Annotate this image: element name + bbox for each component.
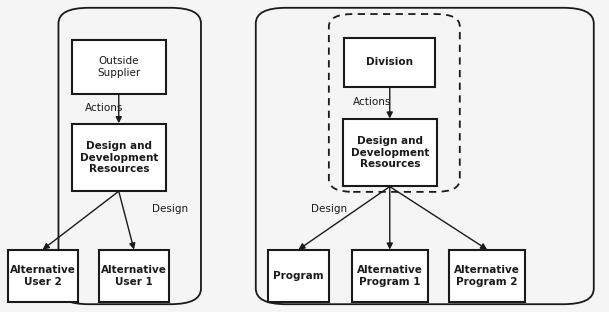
FancyBboxPatch shape — [8, 250, 78, 302]
Text: Program: Program — [273, 271, 324, 281]
FancyBboxPatch shape — [99, 250, 169, 302]
FancyBboxPatch shape — [344, 38, 435, 86]
Text: Actions: Actions — [353, 97, 392, 107]
Text: Actions: Actions — [85, 103, 124, 113]
Text: Design and
Development
Resources: Design and Development Resources — [80, 141, 158, 174]
FancyBboxPatch shape — [268, 250, 329, 302]
Text: Alternative
User 2: Alternative User 2 — [10, 265, 76, 287]
FancyBboxPatch shape — [256, 8, 594, 304]
FancyBboxPatch shape — [342, 119, 437, 186]
Text: Design and
Development
Resources: Design and Development Resources — [351, 136, 429, 169]
FancyBboxPatch shape — [72, 124, 166, 191]
FancyBboxPatch shape — [329, 14, 460, 192]
Text: Alternative
Program 1: Alternative Program 1 — [357, 265, 423, 287]
Text: Alternative
User 1: Alternative User 1 — [101, 265, 167, 287]
Text: Alternative
Program 2: Alternative Program 2 — [454, 265, 520, 287]
Text: Design: Design — [311, 204, 347, 214]
FancyBboxPatch shape — [58, 8, 201, 304]
Text: Design: Design — [152, 204, 188, 214]
Text: Division: Division — [366, 57, 414, 67]
FancyBboxPatch shape — [449, 250, 525, 302]
Text: Outside
Supplier: Outside Supplier — [97, 56, 141, 78]
FancyBboxPatch shape — [352, 250, 428, 302]
FancyBboxPatch shape — [72, 40, 166, 94]
